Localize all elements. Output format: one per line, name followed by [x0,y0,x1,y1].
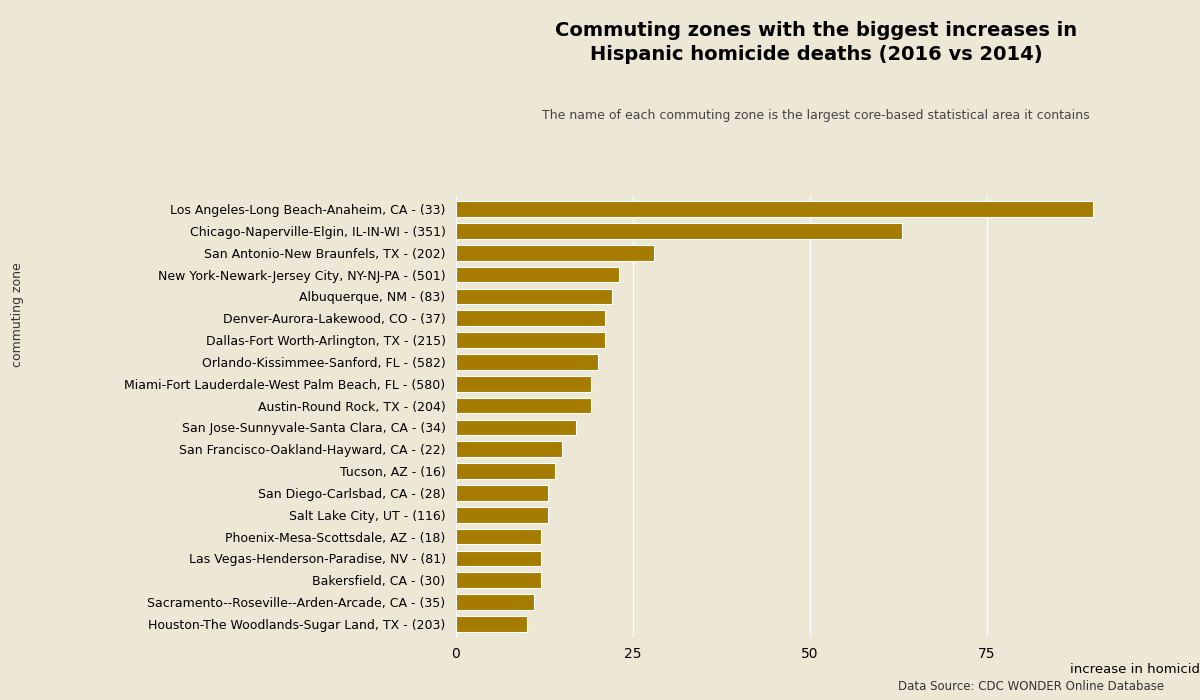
X-axis label: increase in homicide deaths: increase in homicide deaths [1070,664,1200,676]
Bar [456,288,612,304]
Text: commuting zone: commuting zone [12,262,24,368]
Bar [456,616,527,632]
Bar [456,573,541,588]
Bar [456,528,541,545]
Bar [456,201,1093,217]
Bar [456,594,534,610]
Bar [456,550,541,566]
Bar [456,442,563,457]
Bar [456,507,548,523]
Bar [456,245,654,260]
Bar [456,354,598,370]
Bar [456,485,548,500]
Bar [456,463,556,479]
Bar [456,223,902,239]
Bar [456,332,605,348]
Text: Data Source: CDC WONDER Online Database: Data Source: CDC WONDER Online Database [898,680,1164,693]
Text: Commuting zones with the biggest increases in
Hispanic homicide deaths (2016 vs : Commuting zones with the biggest increas… [554,21,1078,64]
Bar [456,310,605,326]
Bar [456,398,590,414]
Bar [456,267,619,283]
Text: The name of each commuting zone is the largest core-based statistical area it co: The name of each commuting zone is the l… [542,108,1090,122]
Bar [456,376,590,391]
Bar [456,419,576,435]
